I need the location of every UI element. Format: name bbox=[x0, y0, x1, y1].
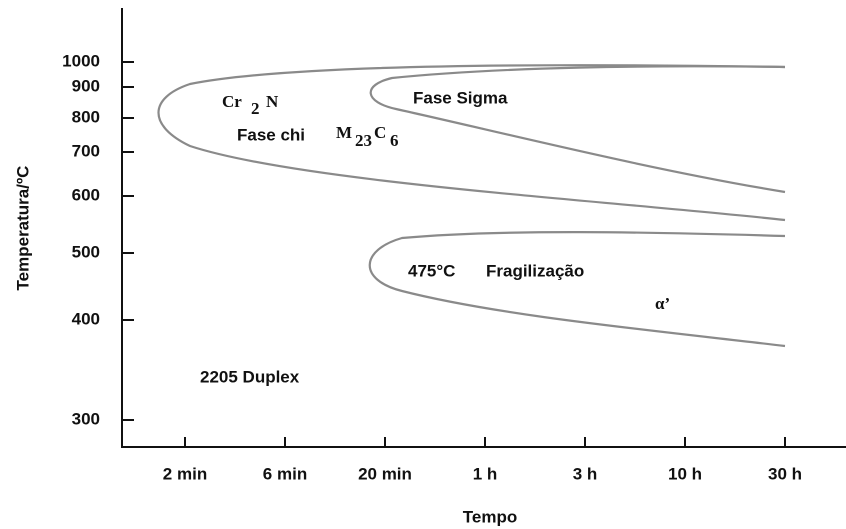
x-ticks: 2 min 6 min 20 min 1 h 3 h 10 h 30 h bbox=[163, 437, 802, 483]
x-tick-label: 1 h bbox=[473, 464, 498, 483]
label: Fase chi bbox=[237, 125, 305, 144]
y-axis-label: Temperatura/ºC bbox=[13, 166, 32, 291]
x-tick-label: 30 h bbox=[768, 464, 802, 483]
x-axis-label: Tempo bbox=[463, 507, 517, 526]
x-tick-label: 6 min bbox=[263, 464, 307, 483]
label: C bbox=[374, 123, 386, 142]
sigma-curve bbox=[369, 65, 786, 194]
y-tick-label: 800 bbox=[72, 107, 100, 126]
label: M bbox=[336, 123, 352, 142]
label: Fase Sigma bbox=[413, 88, 508, 107]
y-tick-label: 500 bbox=[72, 242, 100, 261]
x-tick-label: 3 h bbox=[573, 464, 598, 483]
label: 2205 Duplex bbox=[200, 367, 300, 386]
y-tick-label: 1000 bbox=[62, 51, 100, 70]
y-ticks: 1000 900 800 700 600 500 400 300 bbox=[62, 51, 134, 428]
chi-curve bbox=[157, 64, 786, 222]
y-tick-label: 300 bbox=[72, 409, 100, 428]
label-sub: 2 bbox=[251, 99, 260, 118]
y-tick-label: 900 bbox=[72, 76, 100, 95]
y-tick-label: 600 bbox=[72, 185, 100, 204]
x-tick-label: 20 min bbox=[358, 464, 412, 483]
y-tick-label: 400 bbox=[72, 309, 100, 328]
label: Fragilização bbox=[486, 261, 584, 280]
alpha-curve bbox=[368, 231, 786, 348]
y-tick-label: 700 bbox=[72, 141, 100, 160]
label: α’ bbox=[655, 294, 670, 313]
label: 475°C bbox=[408, 261, 455, 280]
x-tick-label: 2 min bbox=[163, 464, 207, 483]
label-sub: 6 bbox=[390, 131, 399, 150]
x-tick-label: 10 h bbox=[668, 464, 702, 483]
label: N bbox=[266, 92, 279, 111]
label-sub: 23 bbox=[355, 131, 372, 150]
label: Cr bbox=[222, 92, 242, 111]
